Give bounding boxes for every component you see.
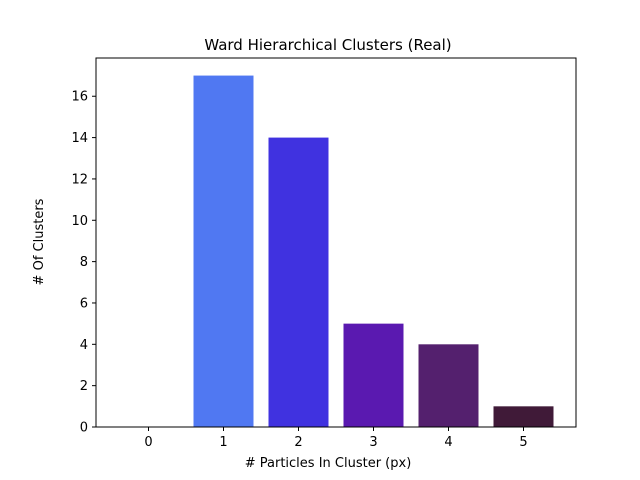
- bar-2: [268, 137, 329, 427]
- x-tick-label: 2: [294, 435, 302, 450]
- y-tick-label: 2: [80, 379, 88, 394]
- x-tick-label: 0: [144, 435, 152, 450]
- bar-5: [493, 406, 554, 427]
- y-tick-label: 14: [71, 131, 88, 146]
- bar-1: [193, 75, 254, 428]
- x-ticks-group: 0 1 2 3 4 5: [144, 427, 528, 450]
- chart-title: Ward Hierarchical Clusters (Real): [204, 36, 451, 54]
- bar-3: [343, 323, 404, 427]
- y-tick-label: 6: [80, 296, 88, 311]
- y-tick-label: 4: [80, 338, 88, 353]
- x-tick-label: 1: [219, 435, 227, 450]
- y-tick-label: 16: [71, 90, 88, 105]
- plot-frame: [95, 57, 577, 428]
- x-axis-label: # Particles In Cluster (px): [245, 456, 412, 471]
- y-ticks-group: 0 2 4 6 8 10 12 14 16: [71, 90, 96, 436]
- y-tick-label: 10: [71, 214, 88, 229]
- bar-4: [418, 344, 479, 427]
- x-tick-label: 3: [369, 435, 377, 450]
- y-tick-label: 12: [71, 172, 88, 187]
- y-axis-label: # Of Clusters: [32, 198, 47, 285]
- bars-group: [193, 75, 554, 428]
- x-tick-label: 5: [519, 435, 527, 450]
- y-tick-label: 0: [80, 421, 88, 436]
- x-tick-label: 4: [444, 435, 452, 450]
- y-tick-label: 8: [80, 255, 88, 270]
